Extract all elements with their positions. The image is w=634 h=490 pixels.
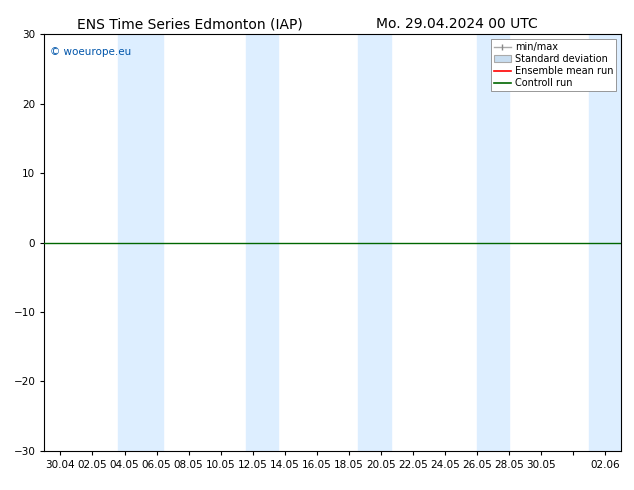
Bar — [589, 34, 621, 451]
Bar — [477, 34, 509, 451]
Text: Mo. 29.04.2024 00 UTC: Mo. 29.04.2024 00 UTC — [375, 17, 538, 31]
Bar — [246, 34, 278, 451]
Text: © woeurope.eu: © woeurope.eu — [50, 47, 131, 57]
Bar — [358, 34, 391, 451]
Text: ENS Time Series Edmonton (IAP): ENS Time Series Edmonton (IAP) — [77, 17, 303, 31]
Legend: min/max, Standard deviation, Ensemble mean run, Controll run: min/max, Standard deviation, Ensemble me… — [491, 39, 616, 91]
Bar — [118, 34, 163, 451]
